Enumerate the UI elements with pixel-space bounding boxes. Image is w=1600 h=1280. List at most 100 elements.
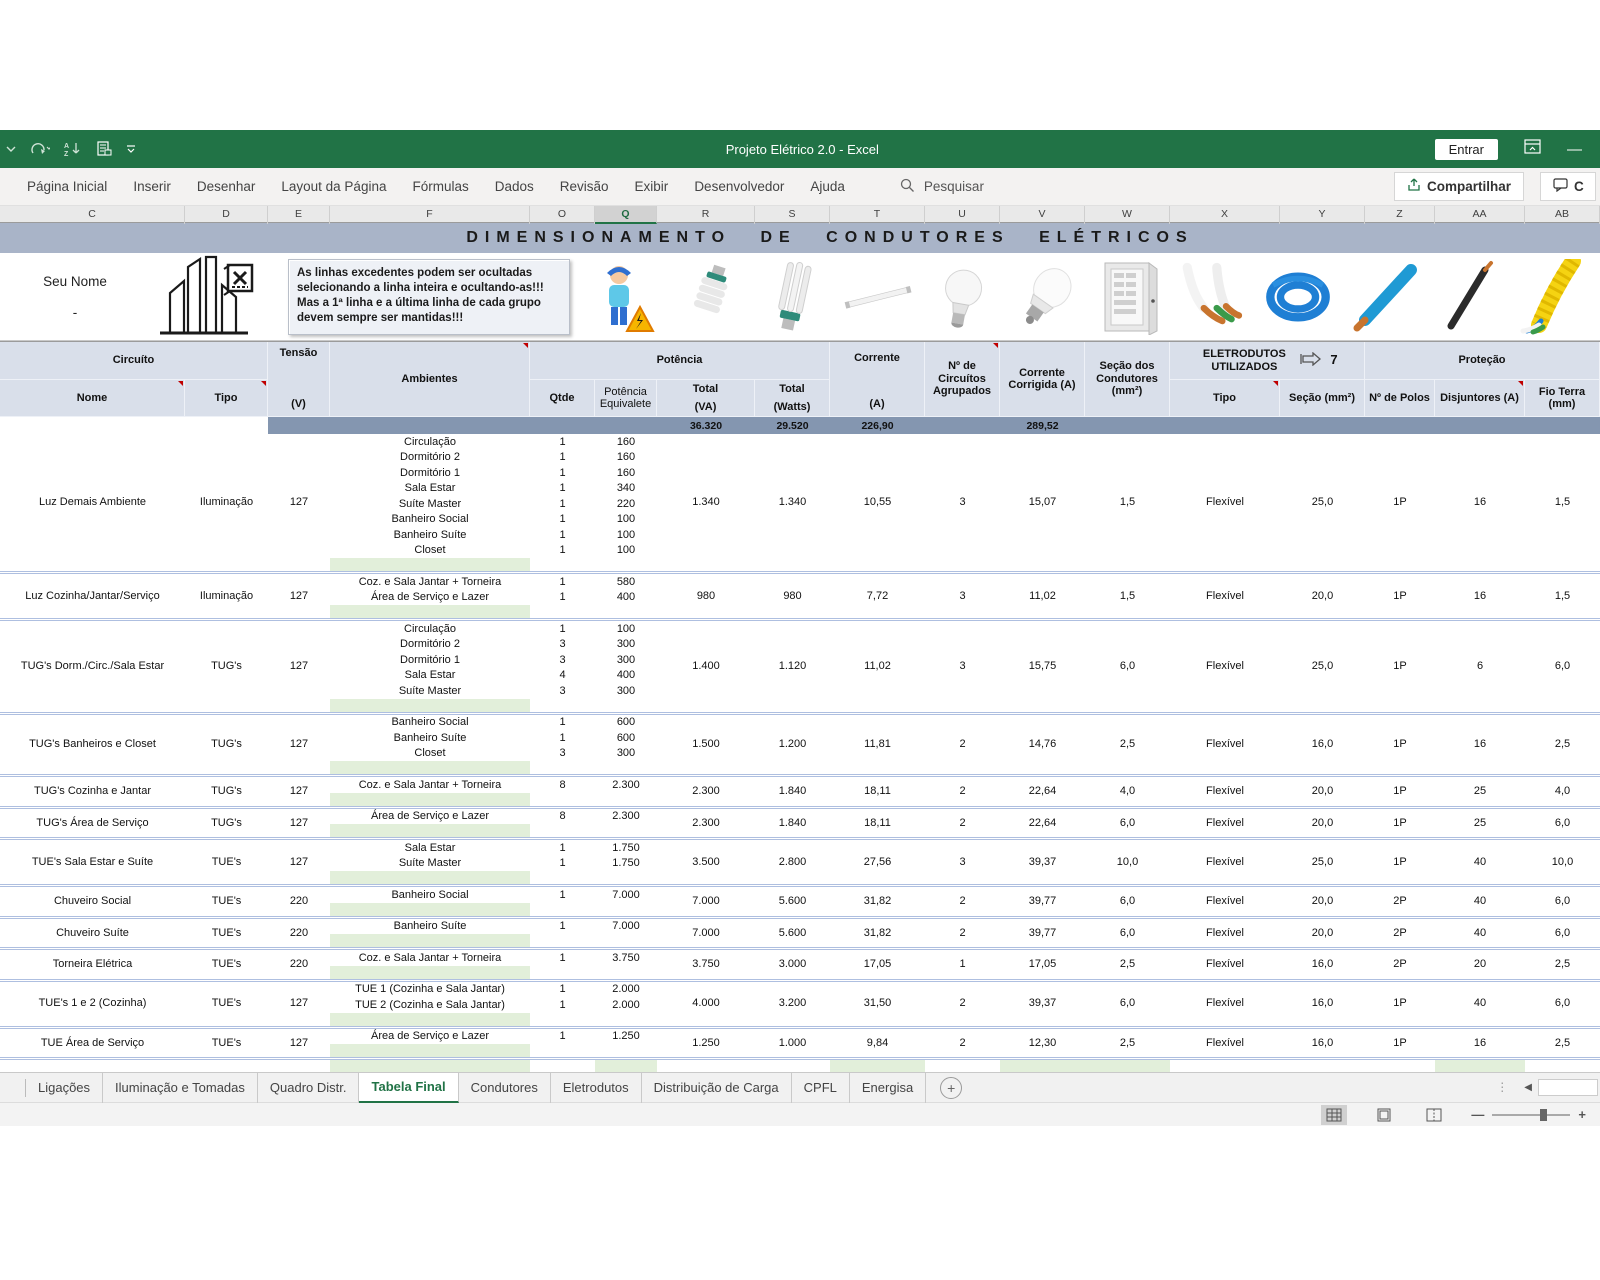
sheet-tab-eletrodutos[interactable]: Eletrodutos [551,1072,642,1103]
ambientes-cell[interactable]: Banheiro Suíte [330,919,530,947]
sign-in-button[interactable]: Entrar [1434,138,1498,160]
total-watts-cell[interactable]: 1.120 [778,660,807,672]
eletroduto-secao-cell[interactable]: 20,0 [1311,895,1334,907]
column-header-Y[interactable]: Y [1280,206,1365,224]
column-header-O[interactable]: O [530,206,595,224]
circuit-tipo-cell[interactable]: TUE's [211,1036,242,1049]
column-header-W[interactable]: W [1085,206,1170,224]
disjuntor-cell[interactable]: 16 [1473,1036,1487,1049]
corrente-corrigida-cell[interactable]: 17,05 [1028,958,1057,970]
ribbon-tab-layout-da-p-gina[interactable]: Layout da Página [281,179,387,194]
pot-equiv-cell[interactable]: 160 160 160 340 220 100 100 100 [595,434,657,571]
column-header-X[interactable]: X [1170,206,1280,224]
chevron-down-icon[interactable] [6,145,16,153]
total-va-cell[interactable]: 7.000 [692,895,720,907]
fio-terra-cell[interactable]: 4,0 [1554,785,1571,797]
header-secao-condutores[interactable]: Seção dos Condutores (mm²) [1085,342,1170,417]
pot-equiv-cell[interactable]: 2.000 2.000 [595,982,657,1026]
zoom-slider-handle[interactable] [1540,1108,1548,1121]
total-va-cell[interactable]: 1.340 [692,496,720,509]
circuit-tipo-cell[interactable]: TUE's [211,855,242,868]
horizontal-scrollbar[interactable] [1538,1079,1598,1096]
sheet-tab-quadro-distr-[interactable]: Quadro Distr. [258,1072,360,1103]
total-va-cell[interactable]: 1.500 [692,738,720,750]
header-eletroduto-tipo[interactable]: Tipo [1170,380,1280,417]
secao-condutores-cell[interactable]: 2,5 [1119,958,1136,970]
secao-condutores-cell[interactable]: 1,5 [1119,496,1136,509]
secao-condutores-cell[interactable]: 2,5 [1119,1036,1136,1049]
circuit-name-cell[interactable]: TUG's Cozinha e Jantar [33,785,152,797]
eletroduto-secao-cell[interactable]: 16,0 [1311,958,1334,970]
circuit-row[interactable]: TUE Área de Serviço TUE's 127 Área de Servi… [0,1028,1600,1060]
ribbon-tab-revis-o[interactable]: Revisão [559,179,609,194]
circuit-row[interactable]: Luz Demais Ambiente Iluminação 127 Circulaç… [0,434,1600,574]
eletroduto-tipo-cell[interactable]: Flexível [1206,855,1244,868]
num-polos-cell[interactable]: 1P [1393,660,1407,672]
circuitos-agrupados-cell[interactable]: 2 [959,785,966,797]
column-header-AB[interactable]: AB [1525,206,1600,224]
tensao-cell[interactable]: 127 [289,785,309,797]
eletroduto-tipo-cell[interactable]: Flexível [1206,660,1244,672]
secao-condutores-cell[interactable]: 6,0 [1119,660,1136,672]
tab-splitter-handle[interactable]: ⋮ [1496,1080,1509,1094]
tensao-cell[interactable]: 127 [289,855,309,868]
circuit-tipo-cell[interactable]: Iluminação [199,496,254,509]
corrente-corrigida-cell[interactable]: 22,64 [1028,816,1057,829]
ribbon-tab-f-rmulas[interactable]: Fórmulas [412,179,469,194]
secao-condutores-cell[interactable]: 6,0 [1119,895,1136,907]
header-disjuntores[interactable]: Disjuntores (A) [1435,380,1525,417]
pot-equiv-cell[interactable]: 580 400 [595,574,657,618]
qtde-cell[interactable]: 1 3 3 4 3 [530,621,595,712]
tensao-cell[interactable]: 127 [289,738,309,750]
circuitos-agrupados-cell[interactable]: 2 [959,738,966,750]
circuit-tipo-cell[interactable]: TUG's [211,816,242,829]
column-header-S[interactable]: S [755,206,830,224]
eletroduto-tipo-cell[interactable]: Flexível [1206,738,1244,750]
eletroduto-tipo-cell[interactable]: Flexível [1206,926,1244,939]
pot-equiv-cell[interactable]: 7.000 [595,887,657,916]
new-sheet-button[interactable]: + [940,1076,963,1099]
circuit-row[interactable]: Torneira Elétrica TUE's 220 Coz. e Sala Jan… [0,950,1600,982]
disjuntor-cell[interactable]: 16 [1473,589,1487,602]
header-circuito[interactable]: Circuíto [0,342,268,380]
sheet-tab-distribui-o-de-carga[interactable]: Distribuição de Carga [642,1072,792,1103]
ribbon-tab-p-gina-inicial[interactable]: Página Inicial [27,179,108,194]
customize-qat-icon[interactable] [126,144,136,154]
corrente-corrigida-cell[interactable]: 15,07 [1028,496,1057,509]
total-watts-cell[interactable]: 5.600 [778,926,807,939]
ambientes-cell[interactable]: Coz. e Sala Jantar + Torneira Área de Ser… [330,574,530,618]
header-total-va[interactable]: Total (VA) [657,380,755,417]
header-protecao[interactable]: Proteção [1365,342,1600,380]
circuitos-agrupados-cell[interactable]: 3 [959,855,966,868]
total-va-cell[interactable]: 2.300 [692,816,720,829]
eletroduto-secao-cell[interactable]: 20,0 [1311,816,1334,829]
circuit-name-cell[interactable]: Chuveiro Suíte [56,926,129,939]
tensao-cell[interactable]: 220 [289,958,309,970]
secao-condutores-cell[interactable]: 10,0 [1116,855,1139,868]
corrente-cell[interactable]: 11,02 [864,660,891,672]
tab-scroll-area[interactable] [0,1078,26,1097]
total-watts-cell[interactable]: 2.800 [778,855,807,868]
totals-gap[interactable] [925,417,1000,434]
disjuntor-cell[interactable]: 20 [1473,958,1487,970]
total-watts-cell[interactable]: 5.600 [778,895,807,907]
num-polos-cell[interactable]: 2P [1393,926,1407,939]
circuitos-agrupados-cell[interactable]: 2 [959,1036,966,1049]
sheet-tab-condutores[interactable]: Condutores [459,1072,551,1103]
zoom-in-button[interactable]: + [1578,1107,1586,1122]
fio-terra-cell[interactable]: 6,0 [1554,660,1571,672]
note-box[interactable]: As linhas excedentes podem ser ocultadas… [288,258,570,335]
ribbon-tab-inserir[interactable]: Inserir [133,179,171,194]
qtde-cell[interactable]: 1 1 1 1 1 1 1 1 [530,434,595,571]
page-layout-view-icon[interactable] [1371,1105,1397,1125]
header-total-watts[interactable]: Total (Watts) [755,380,830,417]
corrente-cell[interactable]: 11,81 [864,738,891,750]
header-potencia[interactable]: Potência [530,342,830,380]
circuit-tipo-cell[interactable]: TUE's [211,895,242,907]
comments-button[interactable]: C [1540,172,1596,201]
circuit-name-cell[interactable]: Chuveiro Social [53,895,132,907]
fio-terra-cell[interactable]: 2,5 [1554,958,1571,970]
corrente-cell[interactable]: 31,82 [863,926,892,939]
total-va-cell[interactable]: 4.000 [692,997,720,1010]
